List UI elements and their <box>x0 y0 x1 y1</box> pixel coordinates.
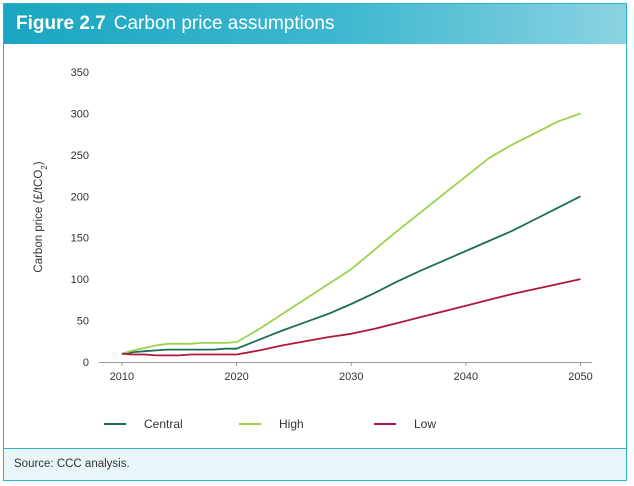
y-tick-label: 100 <box>71 274 89 286</box>
y-tick-label: 350 <box>71 67 89 79</box>
series-line-high <box>121 112 581 355</box>
y-tick-label: 150 <box>71 233 89 245</box>
figure-number: Figure 2.7 <box>16 13 106 34</box>
series-line-central <box>121 195 581 355</box>
legend-label-high: High <box>279 417 304 431</box>
source-note: Source: CCC analysis. <box>4 448 626 480</box>
x-tick-label: 2040 <box>454 371 478 383</box>
figure-frame: Figure 2.7 Carbon price assumptions 0 50 10… <box>3 3 627 481</box>
figure-title-text: Carbon price assumptions <box>113 13 335 34</box>
y-axis-label: Carbon price (£/tCO2) <box>33 161 49 272</box>
y-tick-label: 250 <box>71 150 89 162</box>
y-tick-label: 300 <box>71 108 89 120</box>
source-text: Source: CCC analysis. <box>14 458 130 470</box>
legend-label-low: Low <box>414 417 436 431</box>
chart-axes: 0 50 100 150 200 250 300 350 2010 2020 2030 2040 205… <box>33 67 593 383</box>
figure-header: Figure 2.7 Carbon price assumptions <box>4 4 626 44</box>
series-line-low <box>121 278 581 357</box>
y-tick-label: 200 <box>71 191 89 203</box>
chart-area: 0 50 100 150 200 250 300 350 2010 2020 2030 2040 205… <box>4 44 626 448</box>
chart-series-lines <box>121 112 581 357</box>
legend-label-central: Central <box>144 417 183 431</box>
x-tick-label: 2020 <box>224 371 248 383</box>
y-tick-label: 50 <box>77 316 89 328</box>
carbon-price-chart: 0 50 100 150 200 250 300 350 2010 2020 2030 2040 205… <box>33 67 593 431</box>
x-tick-label: 2050 <box>568 371 592 383</box>
figure-title: Figure 2.7 Carbon price assumptions <box>16 13 334 35</box>
y-tick-label: 0 <box>83 357 89 369</box>
chart-legend: Central High Low <box>104 417 436 431</box>
x-tick-label: 2030 <box>339 371 363 383</box>
x-tick-label: 2010 <box>110 371 134 383</box>
